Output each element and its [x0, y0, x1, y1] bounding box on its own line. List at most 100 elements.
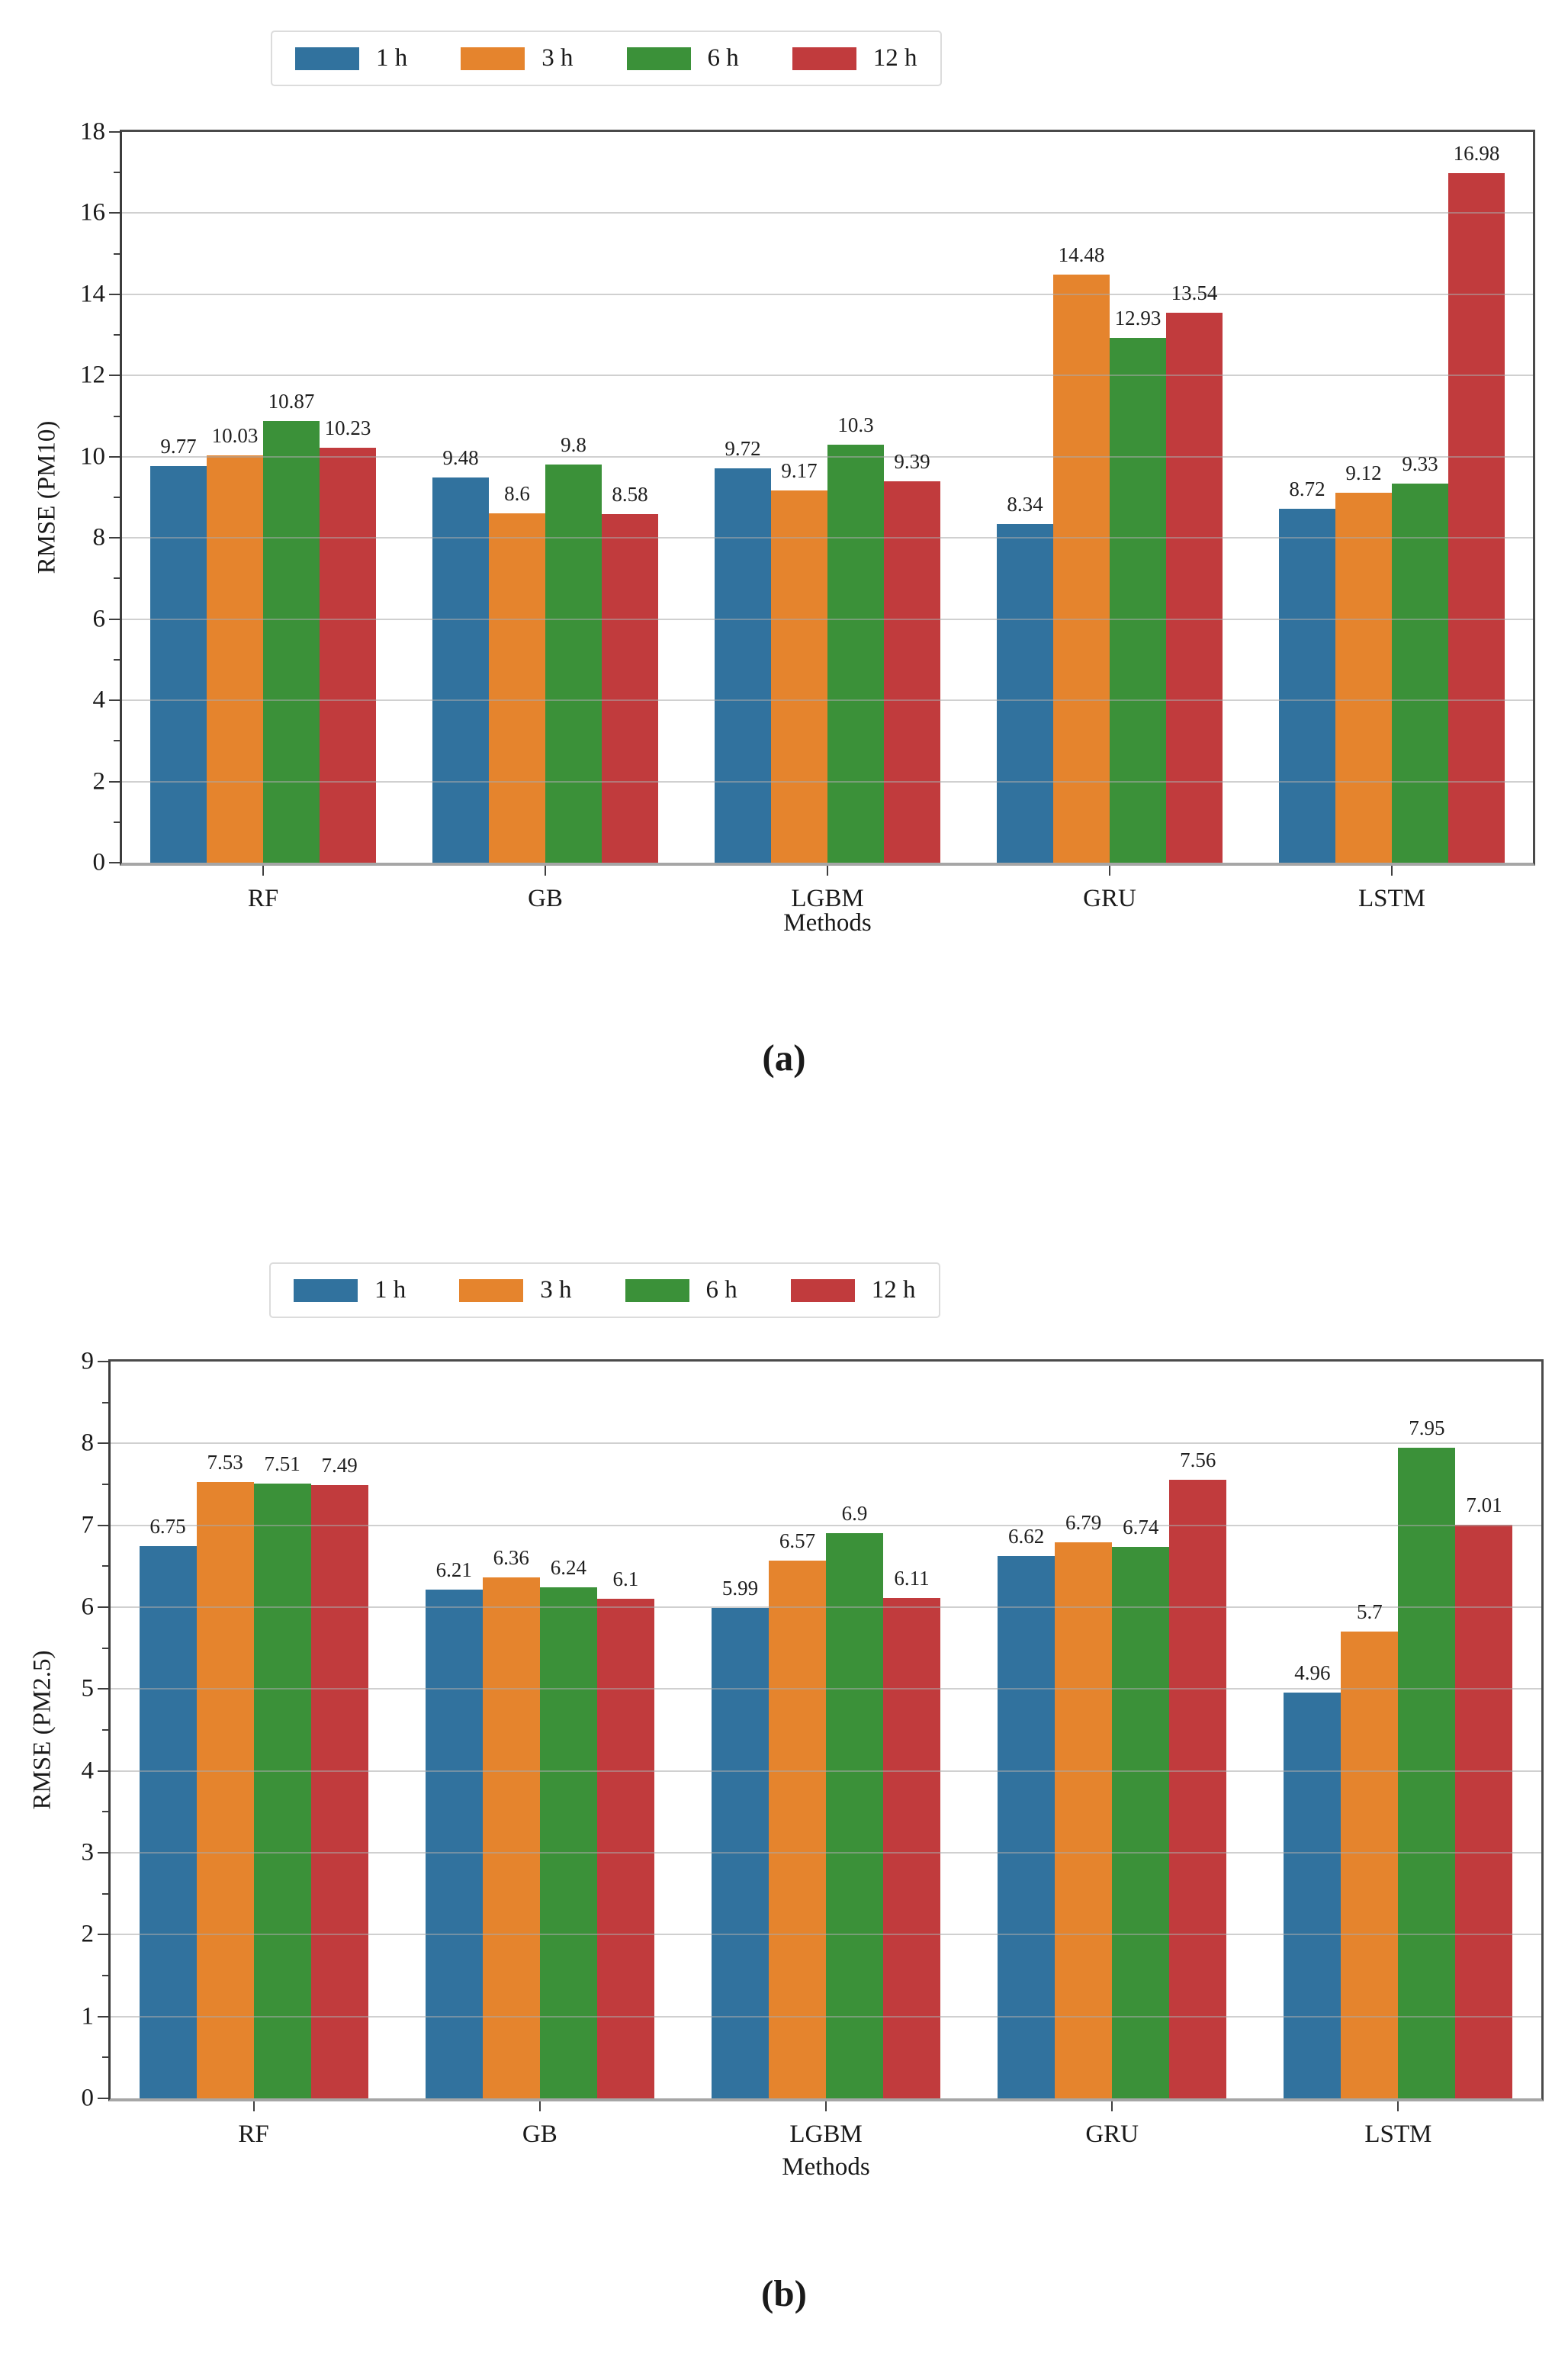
legend-item-1-h: 1 h	[294, 1276, 406, 1304]
y-tick-label: 4	[81, 1757, 95, 1785]
y-minor-tick	[102, 1401, 108, 1403]
y-minor-tick	[102, 1565, 108, 1567]
plot-area: 0 2 4 6 8 10 12 14 16 18 RF 9.77 10.03 10.87 10.23 GB 9.…	[80, 119, 1535, 912]
bar-value-label: 9.12	[1345, 461, 1382, 484]
gridline	[122, 699, 1533, 702]
bar-value-label: 7.49	[321, 1454, 358, 1477]
x-tick-label-rf: RF	[247, 885, 279, 912]
y-tick	[98, 1361, 108, 1362]
bar-value-label: 6.21	[435, 1558, 472, 1582]
legend-swatch-6-h-icon	[626, 47, 691, 70]
x-tick-label-gru: GRU	[1085, 2120, 1139, 2148]
bar-lstm-12-h	[1448, 173, 1505, 863]
legend: 1 h 3 h 6 h 12 h	[271, 31, 942, 86]
y-tick	[109, 212, 120, 214]
legend-item-3-h: 3 h	[461, 44, 574, 72]
bar-gb-3-h	[489, 513, 545, 863]
y-tick	[109, 699, 120, 702]
bar-value-label: 9.33	[1402, 452, 1438, 476]
legend-item-3-h: 3 h	[459, 1276, 572, 1304]
bar-value-label: 6.74	[1123, 1515, 1159, 1539]
bar-value-label: 6.62	[1008, 1525, 1045, 1548]
x-tick-label-lgbm: LGBM	[791, 885, 864, 912]
x-tick	[545, 866, 546, 876]
y-tick-label: 18	[80, 117, 105, 146]
legend: 1 h 3 h 6 h 12 h	[269, 1262, 940, 1318]
bar-value-label: 6.79	[1065, 1511, 1102, 1535]
y-tick	[109, 293, 120, 295]
bar-gb-12-h	[596, 1599, 654, 2098]
y-tick	[98, 1524, 108, 1526]
legend-swatch-3-h-icon	[461, 47, 525, 70]
y-tick	[98, 1770, 108, 1772]
bar-value-label: 7.53	[207, 1450, 243, 1474]
bar-lstm-12-h	[1455, 1524, 1513, 2098]
bar-value-label: 6.11	[894, 1567, 930, 1590]
y-tick	[109, 780, 120, 783]
y-tick	[109, 131, 120, 133]
gridline	[122, 212, 1533, 214]
x-tick	[1109, 866, 1110, 876]
bar-value-label: 6.57	[779, 1529, 816, 1552]
bar-value-label: 8.34	[1007, 493, 1043, 516]
legend-label: 3 h	[540, 1276, 572, 1304]
bar-lgbm-12-h	[884, 481, 940, 863]
x-tick-label-rf: RF	[238, 2120, 269, 2148]
bar-lstm-3-h	[1341, 1632, 1399, 2098]
y-tick-label: 8	[92, 523, 106, 551]
bar-value-label: 8.6	[504, 482, 530, 506]
bar-gb-3-h	[482, 1577, 540, 2098]
bar-value-label: 10.3	[837, 413, 874, 436]
bar-rf-3-h	[207, 455, 263, 863]
bar-gru-1-h	[997, 524, 1053, 863]
legend-swatch-12-h-icon	[790, 1278, 855, 1302]
y-tick-label: 6	[81, 1593, 95, 1621]
plot-area: 0 1 2 3 4 5 6 7 8 9 RF 6.75 7.53 7.51 7.49 GB 6.21 6.36 6.…	[82, 1349, 1544, 2147]
x-tick-label-gb: GB	[522, 2120, 557, 2148]
gridline	[111, 2015, 1541, 2018]
gridline	[122, 293, 1533, 295]
bar-value-label: 9.39	[894, 450, 930, 474]
y-minor-tick	[114, 497, 120, 498]
y-tick-label: 5	[81, 1674, 95, 1702]
x-tick-label-gru: GRU	[1083, 885, 1136, 912]
bar-gru-12-h	[1166, 313, 1223, 863]
bar-value-label: 9.48	[442, 446, 479, 470]
bar-value-label: 16.98	[1453, 142, 1500, 166]
bar-gb-1-h	[425, 1590, 483, 2098]
legend-swatch-3-h-icon	[459, 1278, 524, 1302]
x-tick	[1391, 866, 1393, 876]
bar-value-label: 10.23	[324, 416, 371, 439]
legend-label: 12 h	[872, 44, 917, 72]
legend-label: 1 h	[376, 44, 408, 72]
bar-gb-6-h	[545, 465, 602, 863]
y-tick-label: 16	[80, 198, 105, 227]
bar-value-label: 6.9	[841, 1502, 868, 1526]
legend-item-6-h: 6 h	[625, 1276, 737, 1304]
bar-value-label: 9.17	[781, 458, 818, 482]
bar-gru-1-h	[998, 1556, 1056, 2098]
bar-rf-1-h	[150, 466, 207, 863]
bar-lstm-3-h	[1335, 492, 1392, 863]
y-tick-label: 2	[92, 767, 106, 796]
bar-lgbm-6-h	[826, 1533, 884, 2098]
gridline	[111, 1524, 1541, 1526]
y-tick-label: 10	[80, 442, 105, 471]
bar-value-label: 13.54	[1171, 281, 1218, 305]
y-tick	[98, 1934, 108, 1936]
y-tick-label: 0	[81, 2084, 95, 2112]
legend-label: 6 h	[707, 44, 739, 72]
y-tick	[109, 375, 120, 377]
bar-lgbm-1-h	[715, 468, 771, 863]
bar-lgbm-12-h	[883, 1598, 941, 2098]
bar-lstm-1-h	[1284, 1692, 1341, 2098]
x-tick	[1397, 2101, 1399, 2111]
bar-value-label: 9.72	[725, 436, 761, 460]
bar-value-label: 8.72	[1289, 477, 1325, 500]
gridline	[122, 780, 1533, 783]
y-minor-tick	[114, 821, 120, 823]
bar-value-label: 7.51	[264, 1452, 300, 1475]
legend-label: 12 h	[871, 1276, 916, 1304]
y-minor-tick	[102, 1647, 108, 1649]
legend-item-12-h: 12 h	[792, 44, 917, 72]
